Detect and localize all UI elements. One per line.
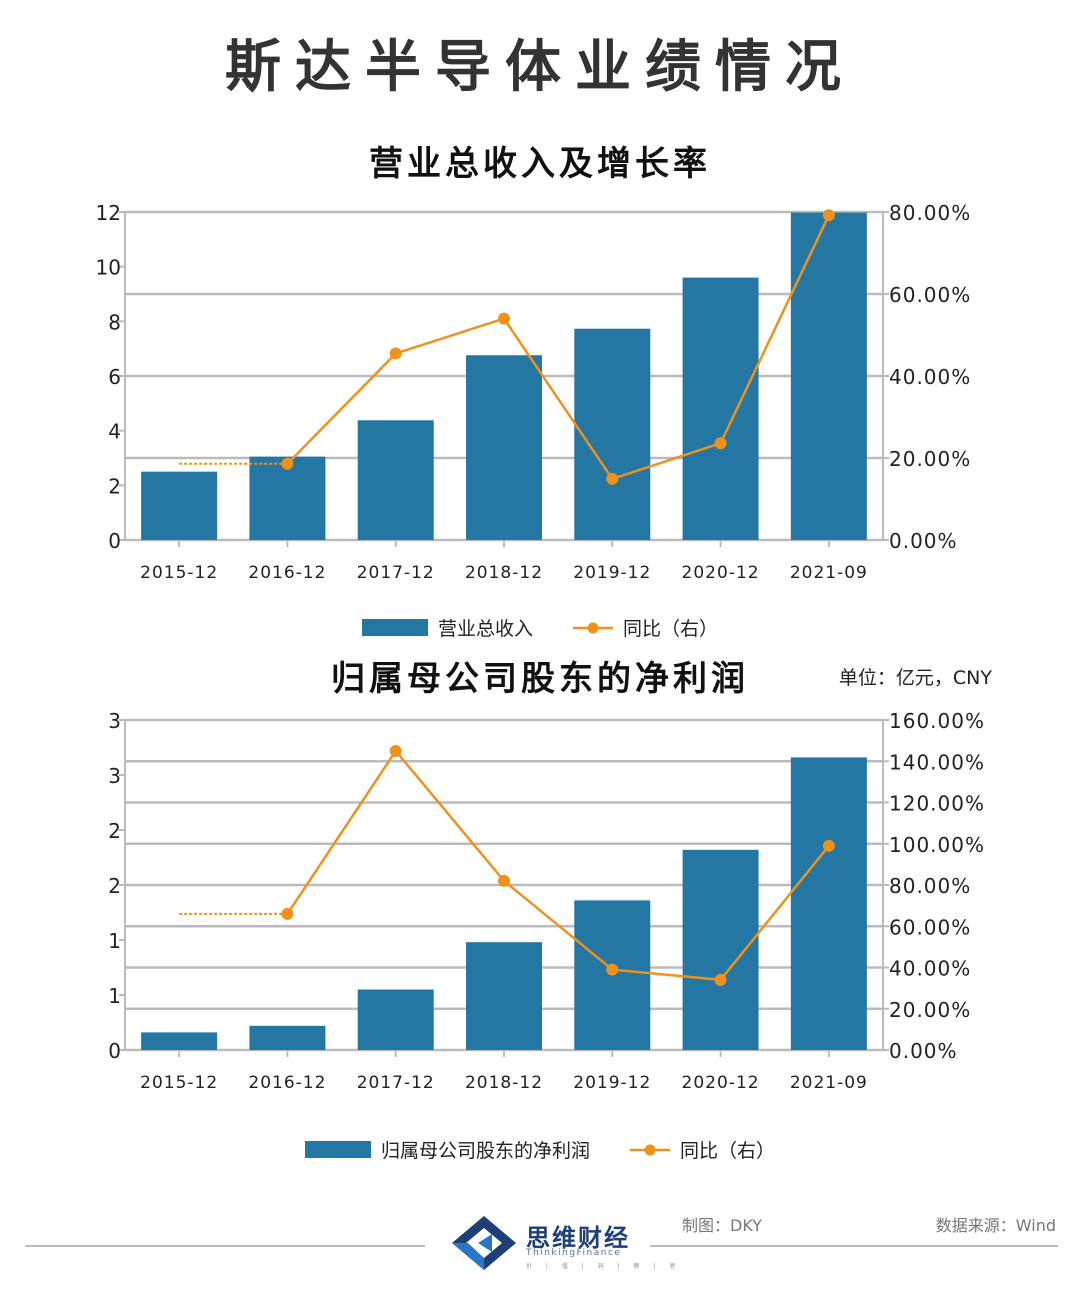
right-axis-tick-label: 60.00% xyxy=(889,283,971,307)
left-axis-tick-label: 1 xyxy=(108,929,121,953)
left-axis-tick-label: 0 xyxy=(108,529,121,553)
line-point xyxy=(822,209,835,222)
right-axis-tick-label: 0.00% xyxy=(889,1039,958,1063)
line-point xyxy=(389,744,402,757)
left-axis-tick-label: 2 xyxy=(108,474,121,498)
brand-name: 思维财经 xyxy=(526,1224,630,1252)
x-axis-tick-label: 2015-12 xyxy=(140,1073,218,1093)
left-axis-tick-label: 3 xyxy=(108,764,121,788)
bar xyxy=(682,277,759,540)
right-axis-tick-label: 60.00% xyxy=(889,915,971,939)
chart-maker: 制图：DKY xyxy=(682,1216,763,1235)
chart-title: 营业总收入及增长率 xyxy=(369,144,711,184)
right-axis-tick-label: 40.00% xyxy=(889,365,971,389)
line-point xyxy=(822,839,835,852)
bar xyxy=(574,328,651,540)
bar xyxy=(790,212,867,540)
right-axis-tick-label: 20.00% xyxy=(889,447,971,471)
brand-slogan: 价 | 值 | 洞 | 察 | 者 xyxy=(526,1263,682,1270)
x-axis-tick-label: 2017-12 xyxy=(357,563,435,583)
footer-divider-left xyxy=(25,1245,425,1247)
right-axis-tick-label: 100.00% xyxy=(889,833,985,857)
line-point xyxy=(714,973,727,986)
brand-logo: 思维财经 ThinkingFinance 价 | 值 | 洞 | 察 | 者 xyxy=(448,1212,675,1274)
footer: 思维财经 ThinkingFinance 价 | 值 | 洞 | 察 | 者 制… xyxy=(0,1190,1080,1308)
bar xyxy=(357,989,434,1050)
line-point xyxy=(498,874,510,887)
x-axis-tick-label: 2018-12 xyxy=(465,563,543,583)
bar xyxy=(466,942,542,1050)
right-axis-tick-label: 20.00% xyxy=(889,998,971,1022)
x-axis-tick-label: 2020-12 xyxy=(682,1073,760,1093)
x-axis-tick-label: 2019-12 xyxy=(573,1073,651,1093)
line-point xyxy=(389,347,402,360)
page-title: 斯达半导体业绩情况 xyxy=(225,35,855,100)
left-axis-tick-label: 12 xyxy=(96,201,121,225)
bar xyxy=(249,1025,326,1050)
legend-bar-swatch xyxy=(362,619,428,636)
legend-bar-label: 归属母公司股东的净利润 xyxy=(381,1140,590,1162)
left-axis-tick-label: 1 xyxy=(108,984,121,1008)
x-axis-tick-label: 2020-12 xyxy=(682,563,760,583)
left-axis-tick-label: 2 xyxy=(108,819,121,843)
bar xyxy=(141,471,218,540)
chart-title: 归属母公司股东的净利润 xyxy=(331,659,749,699)
line-point xyxy=(498,312,510,325)
legend-bar-label: 营业总收入 xyxy=(438,618,533,640)
legend-line-label: 同比（右） xyxy=(623,618,718,640)
left-axis-tick-label: 0 xyxy=(108,1039,121,1063)
legend-line-label: 同比（右） xyxy=(680,1140,775,1162)
line-point xyxy=(714,437,727,450)
x-axis-tick-label: 2017-12 xyxy=(357,1073,435,1093)
net-profit-chart: 归属母公司股东的净利润 单位：亿元，CNY 0.00% 20.00% 40.00% 60.… xyxy=(108,659,992,1162)
x-axis-tick-label: 2016-12 xyxy=(248,1073,326,1093)
data-source: 数据来源：Wind xyxy=(935,1216,1056,1235)
legend-line-marker xyxy=(644,1144,656,1156)
left-axis-tick-label: 2 xyxy=(108,874,121,898)
line-point xyxy=(606,963,619,976)
brand-subtitle: ThinkingFinance xyxy=(526,1248,622,1258)
line-point xyxy=(281,907,294,920)
bar xyxy=(682,849,759,1050)
x-axis-tick-label: 2021-09 xyxy=(790,1073,868,1093)
x-axis-tick-label: 2018-12 xyxy=(465,1073,543,1093)
left-axis-tick-label: 6 xyxy=(108,365,121,389)
right-axis-tick-label: 140.00% xyxy=(889,750,985,774)
legend-line-marker xyxy=(587,622,599,634)
brand-mark-icon xyxy=(452,1216,516,1270)
bar xyxy=(466,355,542,540)
revenue-chart: 营业总收入及增长率0.00%20.00%40.00%60.00%80.00%02… xyxy=(96,144,971,640)
legend-bar-swatch xyxy=(305,1141,371,1158)
left-axis-tick-label: 10 xyxy=(96,256,121,280)
series-line xyxy=(286,748,830,982)
left-axis-tick-label: 3 xyxy=(108,709,121,733)
right-axis-tick-label: 120.00% xyxy=(889,792,985,816)
bar xyxy=(141,1032,218,1050)
footer-divider-right xyxy=(650,1245,1058,1247)
line-point xyxy=(281,457,294,470)
x-axis-tick-label: 2021-09 xyxy=(790,563,868,583)
right-axis-tick-label: 80.00% xyxy=(889,201,971,225)
bar xyxy=(249,456,326,540)
left-axis-tick-label: 4 xyxy=(108,420,121,444)
x-axis-tick-label: 2015-12 xyxy=(140,563,218,583)
x-axis-tick-label: 2016-12 xyxy=(248,563,326,583)
unit-note: 单位：亿元，CNY xyxy=(839,667,992,689)
right-axis-tick-label: 0.00% xyxy=(889,529,958,553)
right-axis-tick-label: 160.00% xyxy=(889,709,985,733)
x-axis-tick-label: 2019-12 xyxy=(573,563,651,583)
bar xyxy=(790,757,867,1050)
line-point xyxy=(606,472,619,485)
right-axis-tick-label: 80.00% xyxy=(889,874,971,898)
left-axis-tick-label: 8 xyxy=(108,310,121,334)
bar xyxy=(357,420,434,540)
series-line xyxy=(286,214,830,481)
right-axis-tick-label: 40.00% xyxy=(889,957,971,981)
